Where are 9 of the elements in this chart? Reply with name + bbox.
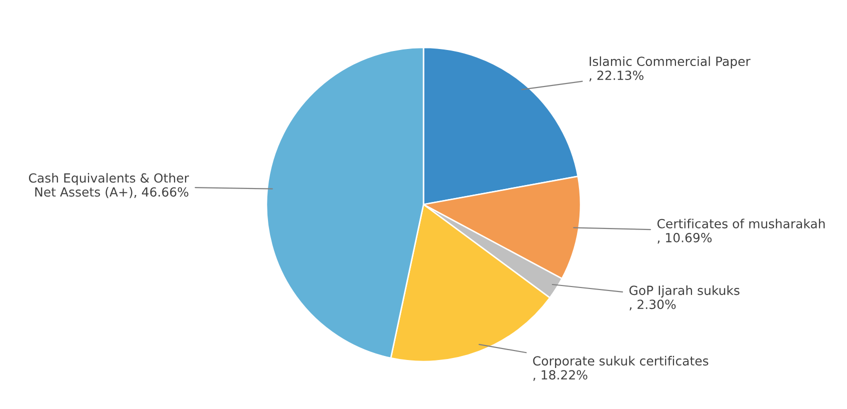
data-label: , 18.22% — [533, 370, 588, 381]
slice-label: GoP Ijarah sukuks — [629, 285, 740, 298]
data-label: , 22.13% — [589, 70, 644, 82]
slice-label: Cash Equivalents & Other Net Assets (A+), 46.66% — [28, 173, 189, 198]
slice-label: Certificates of musharakah — [657, 218, 825, 228]
slice-label: Corporate sukuk certificates — [533, 356, 708, 368]
data-label: , 2.30% — [630, 300, 676, 310]
slice-label: Islamic Commercial Paper — [590, 56, 750, 68]
data-label: , 10.69% — [658, 232, 712, 244]
